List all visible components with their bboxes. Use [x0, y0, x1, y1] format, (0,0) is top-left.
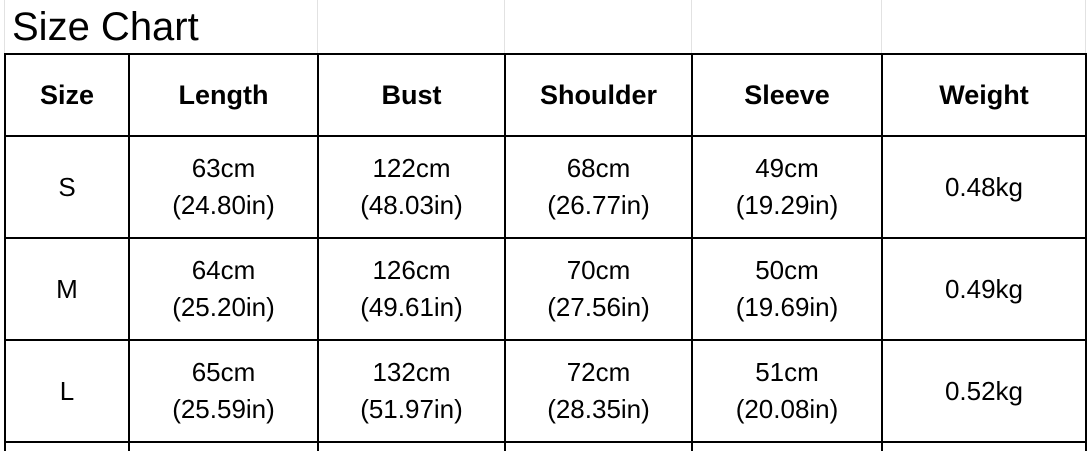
- header-bust: Bust: [317, 53, 506, 137]
- in-value: (49.61in): [360, 292, 463, 322]
- empty-cell: [128, 441, 319, 451]
- gridline: [504, 0, 505, 53]
- header-size: Size: [4, 53, 130, 137]
- cell-shoulder: 72cm (28.35in): [504, 339, 693, 443]
- table-row: M 64cm (25.20in) 126cm (49.61in) 70cm (27.5…: [4, 237, 1087, 341]
- cm-value: 51cm: [755, 357, 819, 387]
- in-value: (19.69in): [735, 292, 839, 322]
- empty-cell: [691, 441, 883, 451]
- cm-value: 49cm: [755, 153, 819, 183]
- cell-weight: 0.49kg: [881, 237, 1087, 341]
- table-row-partial: [4, 441, 1087, 451]
- cell-bust: 122cm (48.03in): [317, 135, 506, 239]
- in-value: (48.03in): [360, 190, 463, 220]
- empty-cell: [504, 441, 693, 451]
- header-sleeve: Sleeve: [691, 53, 883, 137]
- in-value: (25.59in): [172, 394, 275, 424]
- gridline: [691, 0, 692, 53]
- cell-weight: 0.48kg: [881, 135, 1087, 239]
- in-value: (19.29in): [735, 190, 839, 220]
- cm-value: 50cm: [755, 255, 819, 285]
- table-row: L 65cm (25.59in) 132cm (51.97in) 72cm (28.3…: [4, 339, 1087, 443]
- cell-size: L: [4, 339, 130, 443]
- cell-size: M: [4, 237, 130, 341]
- cell-length: 65cm (25.59in): [128, 339, 319, 443]
- in-value: (27.56in): [547, 292, 650, 322]
- cell-bust: 126cm (49.61in): [317, 237, 506, 341]
- cm-value: 68cm: [566, 153, 631, 183]
- gridline: [4, 0, 5, 53]
- in-value: (28.35in): [547, 394, 650, 424]
- gridline: [317, 0, 318, 53]
- cell-size: S: [4, 135, 130, 239]
- empty-cell: [4, 441, 130, 451]
- cm-value: 132cm: [372, 357, 451, 387]
- header-shoulder: Shoulder: [504, 53, 693, 137]
- empty-cell: [881, 441, 1087, 451]
- header-length: Length: [128, 53, 319, 137]
- cell-shoulder: 70cm (27.56in): [504, 237, 693, 341]
- size-chart-table: Size Length Bust Shoulder Sleeve Weight …: [4, 53, 1087, 451]
- cell-sleeve: 50cm (19.69in): [691, 237, 883, 341]
- cm-value: 122cm: [372, 153, 451, 183]
- cm-value: 72cm: [566, 357, 631, 387]
- cell-weight: 0.52kg: [881, 339, 1087, 443]
- cm-value: 65cm: [191, 357, 256, 387]
- cell-sleeve: 49cm (19.29in): [691, 135, 883, 239]
- in-value: (25.20in): [172, 292, 275, 322]
- in-value: (51.97in): [360, 394, 463, 424]
- gridline: [1085, 0, 1086, 53]
- cell-bust: 132cm (51.97in): [317, 339, 506, 443]
- header-row: Size Length Bust Shoulder Sleeve Weight: [4, 53, 1087, 137]
- empty-cell: [317, 441, 506, 451]
- cell-shoulder: 68cm (26.77in): [504, 135, 693, 239]
- cell-length: 64cm (25.20in): [128, 237, 319, 341]
- header-weight: Weight: [881, 53, 1087, 137]
- cm-value: 63cm: [191, 153, 256, 183]
- cell-sleeve: 51cm (20.08in): [691, 339, 883, 443]
- table-row: S 63cm (24.80in) 122cm (48.03in) 68cm (26.7…: [4, 135, 1087, 239]
- in-value: (26.77in): [547, 190, 650, 220]
- cm-value: 70cm: [566, 255, 631, 285]
- cell-length: 63cm (24.80in): [128, 135, 319, 239]
- cm-value: 64cm: [191, 255, 256, 285]
- in-value: (24.80in): [172, 190, 275, 220]
- in-value: (20.08in): [735, 394, 839, 424]
- cm-value: 126cm: [372, 255, 451, 285]
- page-title: Size Chart: [12, 5, 199, 49]
- gridline: [881, 0, 882, 53]
